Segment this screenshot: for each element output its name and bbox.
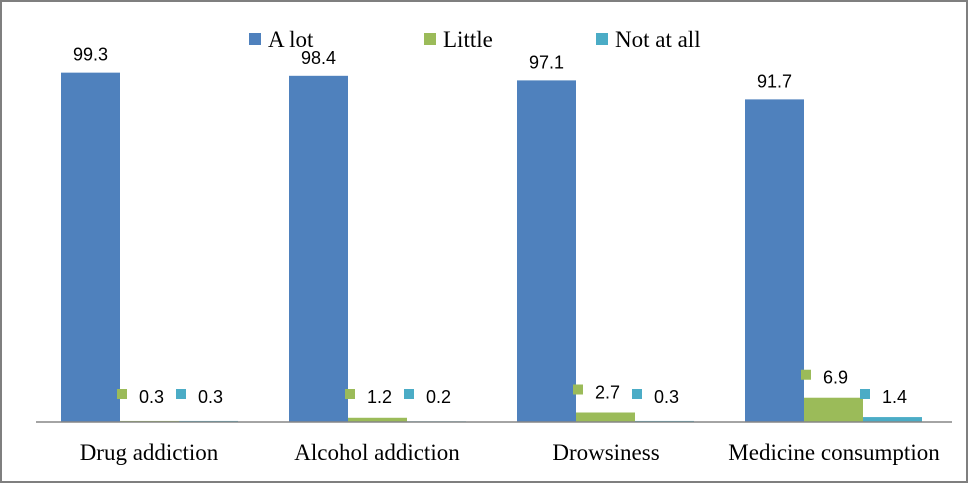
category-labels: Drug addiction Alcohol addiction Drowsines…: [80, 440, 941, 465]
legend-label-not-at-all: Not at all: [615, 27, 701, 52]
data-label-drug-addiction-not-at-all: 0.3: [198, 387, 223, 407]
data-label-alcohol-addiction-little: 1.2: [367, 387, 392, 407]
bar-drowsiness-little: [576, 412, 635, 422]
category-label-medicine-consumption: Medicine consumption: [728, 440, 940, 465]
bar-alcohol-addiction-little: [348, 417, 407, 422]
data-label-key-drug-addiction-not-at-all: [176, 389, 186, 399]
bar-drug-addiction-a-lot: [61, 72, 120, 423]
bar-medicine-consumption-a-lot: [745, 99, 804, 423]
data-label-drowsiness-not-at-all: 0.3: [654, 387, 679, 407]
legend: A lot Little Not at all: [249, 27, 701, 52]
data-label-alcohol-addiction-a-lot: 98.4: [301, 48, 336, 68]
data-label-medicine-consumption-not-at-all: 1.4: [882, 387, 907, 407]
legend-label-a-lot: A lot: [268, 27, 314, 52]
category-label-alcohol-addiction: Alcohol addiction: [294, 440, 460, 465]
data-label-medicine-consumption-little: 6.9: [823, 368, 848, 388]
value-labels: 99.3 0.3 0.3 98.4 1.2 0.2 97.1 2.7 0.3 91.7 6.9 1.4: [73, 45, 907, 407]
data-label-key-alcohol-addiction-not-at-all: [404, 389, 414, 399]
category-label-drowsiness: Drowsiness: [552, 440, 659, 465]
bars: [61, 72, 922, 423]
data-label-key-medicine-consumption-not-at-all: [860, 389, 870, 399]
data-label-key-alcohol-addiction-little: [345, 389, 355, 399]
legend-swatch-not-at-all: [596, 33, 608, 45]
data-label-drug-addiction-little: 0.3: [139, 387, 164, 407]
bar-drowsiness-a-lot: [517, 80, 576, 422]
data-label-alcohol-addiction-not-at-all: 0.2: [426, 387, 451, 407]
category-label-drug-addiction: Drug addiction: [80, 440, 219, 465]
bar-medicine-consumption-not-at-all: [863, 417, 922, 422]
data-label-key-drowsiness-little: [573, 384, 583, 395]
data-label-key-medicine-consumption-little: [801, 369, 811, 380]
data-label-drowsiness-little: 2.7: [595, 383, 620, 403]
legend-swatch-a-lot: [249, 33, 261, 45]
data-label-drowsiness-a-lot: 97.1: [529, 52, 564, 72]
data-label-key-drowsiness-not-at-all: [632, 389, 642, 399]
legend-swatch-little: [424, 33, 436, 45]
data-label-medicine-consumption-a-lot: 91.7: [757, 71, 792, 91]
data-label-drug-addiction-a-lot: 99.3: [73, 45, 108, 65]
legend-label-little: Little: [443, 27, 493, 52]
bar-alcohol-addiction-a-lot: [289, 75, 348, 422]
bar-medicine-consumption-little: [804, 397, 863, 422]
data-label-key-drug-addiction-little: [117, 389, 127, 399]
